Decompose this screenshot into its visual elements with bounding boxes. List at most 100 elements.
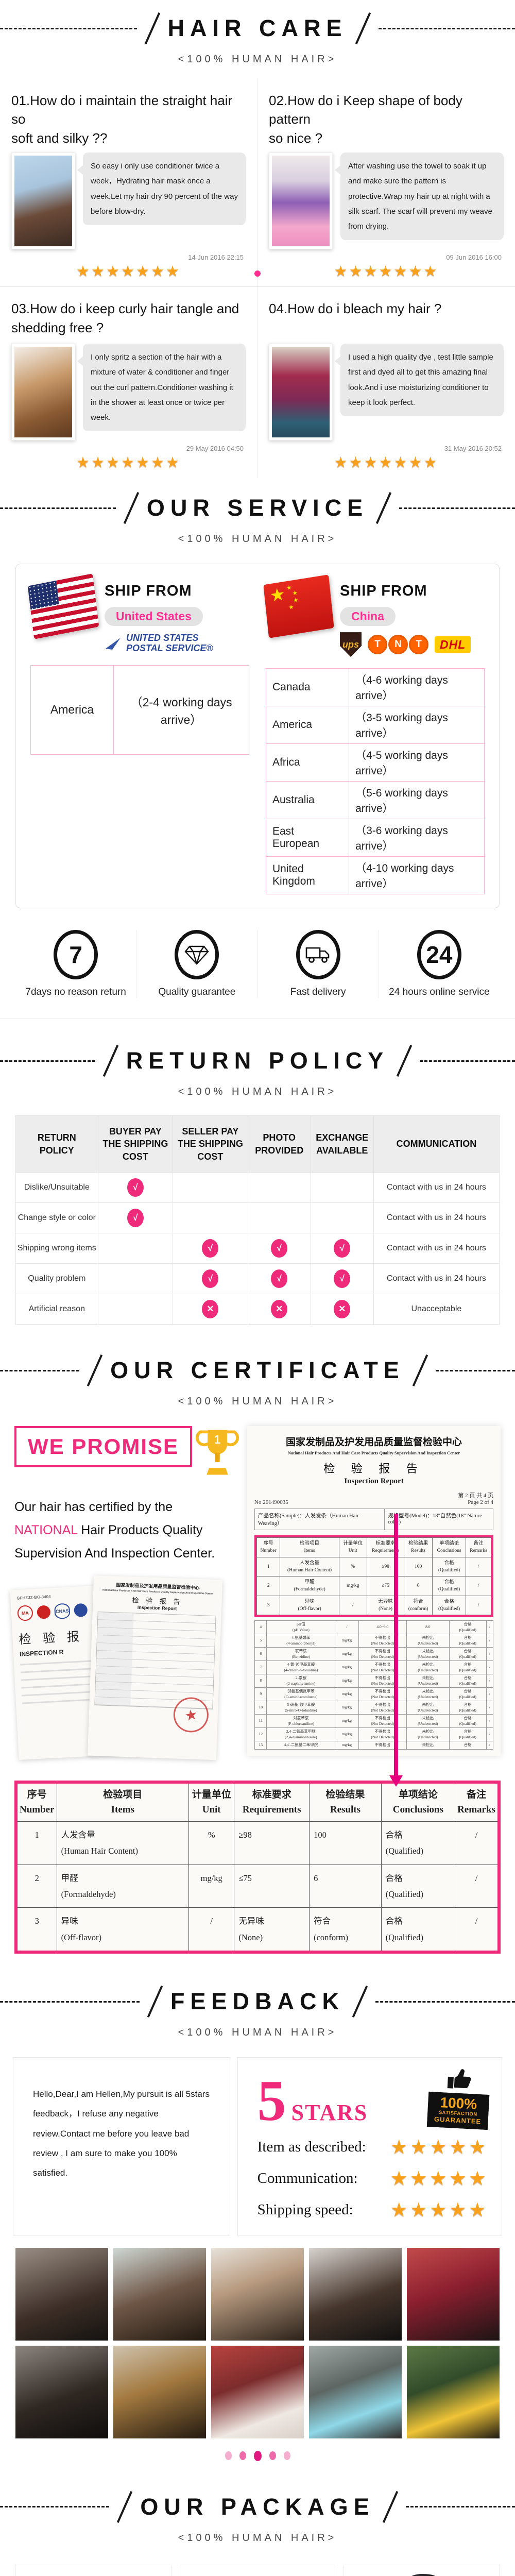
check-mark: √ xyxy=(271,1269,288,1289)
column-header: 标准要求 Requirements xyxy=(234,1782,310,1822)
divider-dash xyxy=(0,27,137,29)
pagination-dot[interactable] xyxy=(239,2451,246,2461)
divider-slash xyxy=(412,1354,428,1387)
divider-slash xyxy=(123,492,140,524)
qa-star-rating: ★★★★★★★ xyxy=(76,454,181,471)
column-header: 单项结论 Conclusions xyxy=(381,1782,456,1822)
check-mark: √ xyxy=(127,1209,144,1228)
inspection-report: 国家发制品及护发用品质量监督检验中心 National Hair Product… xyxy=(247,1426,501,1787)
region-cell: Canada xyxy=(265,668,350,707)
divider-slash xyxy=(375,492,392,524)
certificate-header: OUR CERTIFICATE xyxy=(0,1353,515,1387)
return-policy-table: RETURN POLICY BUYER PAY THE SHIPPING COS… xyxy=(15,1115,500,1325)
qa-photo xyxy=(269,344,333,441)
qa-question: 03.How do i keep curly hair tangle and s… xyxy=(11,301,239,335)
we-promise-banner: WE PROMISE xyxy=(14,1426,193,1468)
table-row: 3 异味 (Off-flavor) / 无异味 (None) 符合 (confo… xyxy=(15,1907,500,1953)
star-rating: ★★★★★ xyxy=(390,2199,488,2221)
center-dot xyxy=(254,270,261,277)
certificate-scans: GFHZJZ-BG-3404No 20140016 MA CNAS 检 验 报 … xyxy=(10,1575,236,1768)
communication-cell: Contact with us in 24 hours xyxy=(373,1233,500,1264)
24-hours-icon: 24 xyxy=(417,930,461,980)
region-cell: United Kingdom xyxy=(265,856,350,895)
customer-photo xyxy=(211,2345,304,2438)
china-flag-icon: ★ ★ ★ ★ ★ xyxy=(263,574,334,638)
report-en-title: National Hair Products And Hair Care Pro… xyxy=(287,1450,460,1456)
section-title: OUR SERVICE xyxy=(146,495,369,521)
qa-photo xyxy=(11,152,75,250)
rating-item-as-described: Item as described: ★★★★★ xyxy=(257,2136,488,2158)
highlighted-table-region: 序号 Number 检验项目 Items 计量单位 Unit 标准要求 Require… xyxy=(254,1535,493,1618)
china-pill: China xyxy=(340,607,396,626)
policy-label: Shipping wrong items xyxy=(15,1233,98,1264)
trophy-icon: 1 xyxy=(195,1426,239,1482)
section-title: OUR CERTIFICATE xyxy=(110,1357,405,1384)
region-cell: Africa xyxy=(265,743,350,782)
pagination-dot[interactable] xyxy=(225,2451,232,2461)
column-header: SELLER PAY THE SHIPPING COST xyxy=(173,1115,248,1173)
package-bag-photo-2: Beauty Forever Beauty Forever For Your F… xyxy=(344,2564,500,2576)
customer-photo xyxy=(309,2345,402,2438)
divider-slash xyxy=(147,1986,163,2018)
divider-dash xyxy=(0,2506,110,2508)
policy-label: Change style or color xyxy=(15,1202,98,1234)
communication-cell: Contact with us in 24 hours xyxy=(373,1263,500,1295)
feature-fast-delivery: Fast delivery xyxy=(257,930,379,998)
region-cell: America xyxy=(265,706,350,744)
region-cell: America xyxy=(30,665,114,755)
days-cell: （5-6 working days arrive） xyxy=(349,781,485,820)
satisfaction-badge: 100% SATISFACTION GUARANTEE xyxy=(426,2063,491,2130)
certificate-scan-front: 国家发制品及护发用品质量监督检验中心 National Hair Product… xyxy=(87,1575,223,1760)
qa-date: 29 May 2016 04:50 xyxy=(186,445,244,453)
truck-icon xyxy=(296,930,340,980)
qa-date: 31 May 2016 20:52 xyxy=(444,445,502,453)
qa-item-2: 02.How do i Keep shape of body pattern s… xyxy=(258,79,515,287)
7-days-icon: 7 xyxy=(54,930,98,980)
ship-from-us: SHIP FROM United States UNITED STATES POS… xyxy=(22,573,258,894)
qa-date: 09 Jun 2016 16:00 xyxy=(446,253,502,262)
qa-star-rating: ★★★★★★★ xyxy=(76,263,181,280)
customer-photo xyxy=(309,2247,402,2341)
customer-photo xyxy=(15,2247,108,2341)
certificate-description: Our hair has certified by the NATIONAL H… xyxy=(14,1500,215,1561)
region-cell: Australia xyxy=(265,781,350,820)
check-mark: √ xyxy=(202,1269,219,1289)
x-mark: ✕ xyxy=(334,1300,351,1319)
section-title: FEEDBACK xyxy=(170,1988,345,2015)
check-mark: √ xyxy=(334,1269,351,1289)
check-mark: √ xyxy=(202,1239,219,1258)
divider-slash xyxy=(382,2490,398,2523)
communication-cell: Contact with us in 24 hours xyxy=(373,1202,500,1234)
qa-question: 02.How do i Keep shape of body pattern s… xyxy=(269,93,462,146)
qa-answer-bubble: I only spritz a section of the hair with… xyxy=(77,344,246,432)
us-pill: United States xyxy=(105,607,203,626)
report-en-label: Inspection Report xyxy=(344,1477,404,1486)
report-number: No 201490035 xyxy=(254,1499,288,1506)
package-header: OUR PACKAGE xyxy=(0,2490,515,2524)
customer-photo xyxy=(211,2247,304,2341)
qa-item-4: 04.How do i bleach my hair ? I used a hi… xyxy=(258,287,515,478)
us-flag-icon xyxy=(27,573,99,640)
qa-date: 14 Jun 2016 22:15 xyxy=(188,253,244,262)
pagination-dot[interactable] xyxy=(283,2451,290,2461)
section-subtitle: <100% HUMAN HAIR> xyxy=(178,2532,337,2544)
table-row: Dislike/Unsuitable √ Contact with us in … xyxy=(15,1172,500,1204)
pagination-dot[interactable] xyxy=(269,2451,276,2461)
check-mark: √ xyxy=(271,1239,288,1258)
customer-photo xyxy=(113,2247,206,2341)
section-subtitle: <100% HUMAN HAIR> xyxy=(178,54,337,65)
table-row: Quality problem √ √ √ Contact with us in… xyxy=(15,1263,500,1295)
divider-slash xyxy=(144,12,160,44)
divider-dash xyxy=(0,2001,140,2003)
divider-slash xyxy=(102,1045,118,1077)
pagination-dot-active[interactable] xyxy=(253,2450,262,2461)
x-mark: ✕ xyxy=(271,1300,288,1319)
feature-quality: Quality guarantee xyxy=(136,930,257,998)
service-header: OUR SERVICE xyxy=(0,491,515,525)
report-page: 第 2 页 共 4 页 Page 2 of 4 xyxy=(458,1493,493,1506)
five-number: 5 xyxy=(257,2069,286,2133)
days-cell: （2-4 working days arrive） xyxy=(113,665,249,755)
divider-dash xyxy=(375,2001,515,2003)
